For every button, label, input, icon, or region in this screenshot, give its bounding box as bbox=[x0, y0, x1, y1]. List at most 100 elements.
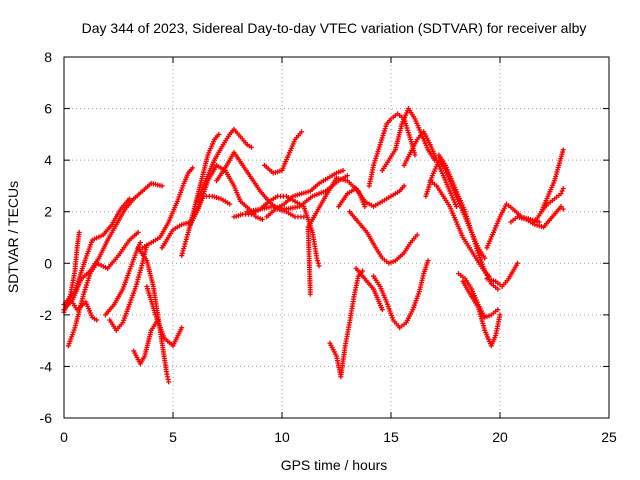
series-sat-o bbox=[194, 126, 254, 204]
series-sat-al bbox=[532, 147, 566, 225]
data-point bbox=[401, 183, 407, 189]
data-point bbox=[133, 283, 139, 289]
data-point bbox=[94, 317, 100, 323]
series-sat-c bbox=[61, 196, 132, 308]
series-sat-aa bbox=[353, 265, 385, 313]
y-tick-label: 2 bbox=[44, 204, 52, 220]
data-point bbox=[259, 216, 265, 222]
data-marker bbox=[479, 318, 485, 324]
x-axis-label: GPS time / hours bbox=[281, 457, 388, 473]
data-marker bbox=[315, 260, 321, 266]
data-point bbox=[126, 196, 132, 202]
grid-lines bbox=[64, 57, 609, 418]
data-point bbox=[179, 325, 185, 331]
data-point bbox=[137, 240, 143, 246]
data-marker bbox=[183, 236, 189, 242]
data-marker bbox=[179, 250, 185, 256]
data-marker bbox=[139, 263, 145, 269]
x-tick-label: 15 bbox=[383, 429, 399, 445]
data-series bbox=[61, 106, 566, 385]
series-sat-aj bbox=[484, 201, 542, 251]
data-point bbox=[299, 129, 305, 135]
data-point bbox=[495, 286, 501, 292]
data-marker bbox=[138, 267, 144, 273]
series-sat-ak bbox=[508, 204, 566, 230]
data-point bbox=[558, 204, 564, 210]
y-axis-label: SDTVAR / TECUs bbox=[5, 181, 21, 293]
data-point bbox=[179, 253, 185, 259]
series-sat-ah bbox=[460, 278, 503, 349]
x-tick-label: 10 bbox=[274, 429, 290, 445]
series-sat-w bbox=[327, 268, 366, 380]
y-tick-label: -2 bbox=[40, 307, 53, 323]
data-marker bbox=[480, 320, 486, 326]
data-point bbox=[340, 167, 346, 173]
data-point bbox=[497, 312, 503, 318]
series-sat-am bbox=[538, 186, 566, 215]
data-marker bbox=[183, 239, 189, 245]
data-marker bbox=[477, 311, 483, 317]
y-tick-label: 6 bbox=[44, 101, 52, 117]
data-marker bbox=[184, 234, 190, 240]
data-marker bbox=[481, 325, 487, 331]
y-tick-label: 8 bbox=[44, 49, 52, 65]
data-marker bbox=[477, 309, 483, 315]
y-tick-label: 4 bbox=[44, 152, 52, 168]
data-marker bbox=[134, 279, 140, 285]
data-marker bbox=[185, 232, 191, 238]
series-sat-af bbox=[436, 152, 501, 292]
data-marker bbox=[559, 188, 565, 194]
x-tick-label: 5 bbox=[169, 429, 177, 445]
series-sat-s bbox=[264, 167, 346, 220]
series-sat-y bbox=[371, 258, 431, 331]
data-point bbox=[482, 255, 488, 261]
series-sat-ab bbox=[379, 106, 438, 173]
data-point bbox=[216, 131, 222, 137]
y-tick-label: 0 bbox=[44, 255, 52, 271]
data-point bbox=[560, 186, 566, 192]
data-marker bbox=[181, 243, 187, 249]
data-point bbox=[379, 307, 385, 313]
data-marker bbox=[134, 281, 140, 287]
data-point bbox=[227, 201, 233, 207]
data-point bbox=[76, 229, 82, 235]
data-marker bbox=[135, 277, 141, 283]
series-sat-f bbox=[107, 242, 150, 333]
series-sat-j bbox=[144, 283, 185, 349]
series-sat-i bbox=[131, 317, 161, 367]
data-point bbox=[558, 191, 564, 197]
series-sat-u bbox=[336, 183, 407, 210]
data-point bbox=[316, 263, 322, 269]
data-point bbox=[560, 206, 566, 212]
data-marker bbox=[478, 313, 484, 319]
series-sat-r bbox=[262, 129, 305, 176]
data-point bbox=[135, 229, 141, 235]
series-sat-ac bbox=[401, 129, 459, 210]
series-sat-q bbox=[231, 193, 322, 269]
plot-frame bbox=[63, 56, 610, 419]
data-marker bbox=[136, 274, 142, 280]
data-point bbox=[344, 173, 350, 179]
data-point bbox=[425, 258, 431, 264]
data-marker bbox=[476, 306, 482, 312]
data-point bbox=[159, 183, 165, 189]
series-sat-t bbox=[244, 173, 350, 215]
data-point bbox=[414, 232, 420, 238]
series-sat-ad bbox=[423, 157, 488, 261]
data-marker bbox=[480, 323, 486, 329]
chart-title: Day 344 of 2023, Sidereal Day-to-day VTE… bbox=[82, 20, 587, 36]
data-marker bbox=[181, 246, 187, 252]
data-point bbox=[514, 260, 520, 266]
y-tick-label: -4 bbox=[40, 358, 53, 374]
data-marker bbox=[182, 241, 188, 247]
series-sat-v bbox=[305, 175, 368, 297]
data-point bbox=[360, 268, 366, 274]
x-tick-label: 0 bbox=[60, 429, 68, 445]
data-point bbox=[560, 147, 566, 153]
x-tick-label: 20 bbox=[492, 429, 508, 445]
x-tick-label: 25 bbox=[601, 429, 617, 445]
data-marker bbox=[136, 272, 142, 278]
series-sat-k bbox=[139, 165, 196, 251]
series-sat-b bbox=[61, 180, 165, 313]
data-point bbox=[475, 304, 481, 310]
